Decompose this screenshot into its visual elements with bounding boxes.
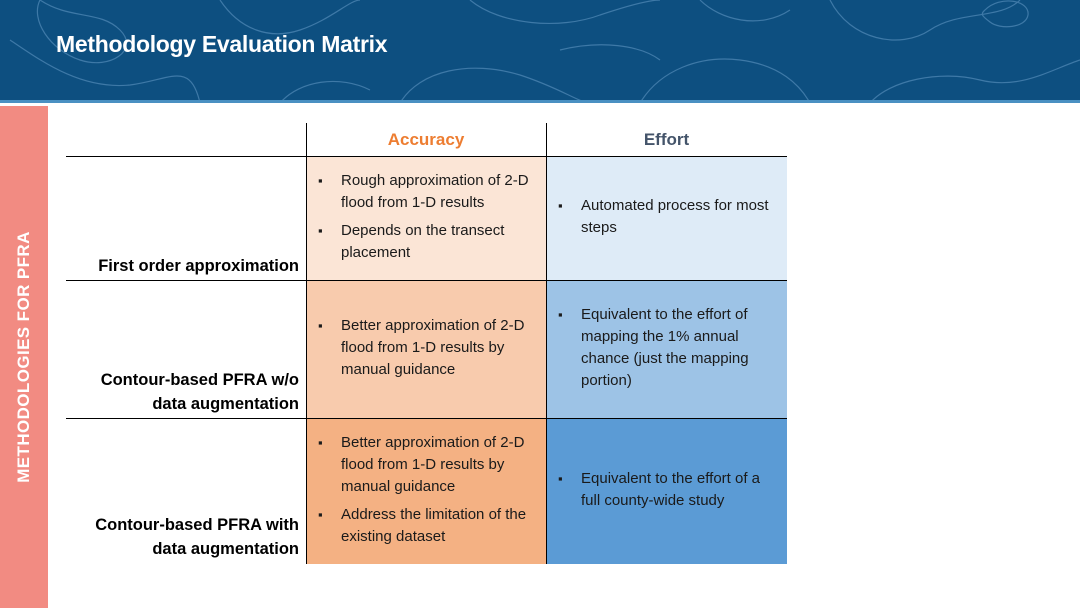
list-item: Better approximation of 2-D flood from 1… (315, 432, 540, 498)
side-label: METHODOLOGIES FOR PFRA (14, 231, 33, 483)
accuracy-cell-contour-without: Better approximation of 2-D flood from 1… (307, 281, 546, 418)
slide-title: Methodology Evaluation Matrix (56, 31, 388, 57)
accuracy-column-header: Accuracy (387, 129, 465, 149)
list-item: Automated process for most steps (555, 195, 781, 239)
list-item: Depends on the transect placement (315, 220, 540, 264)
topographic-pattern (9, 0, 1080, 100)
row-label-contour-without: Contour-based PFRA w/o data augmentation (100, 371, 299, 413)
divider-horizontal-header (66, 156, 787, 157)
row-label-contour-with: Contour-based PFRA with data augmentatio… (95, 516, 299, 558)
accuracy-cell-first-order: Rough approximation of 2-D flood from 1-… (307, 157, 546, 280)
list-item: Better approximation of 2-D flood from 1… (315, 315, 540, 381)
effort-cell-contour-with: Equivalent to the effort of a full count… (547, 419, 787, 564)
divider-horizontal-1 (66, 280, 787, 281)
title-banner: Methodology Evaluation Matrix (0, 0, 1080, 103)
divider-horizontal-2 (66, 418, 787, 419)
divider-vertical-2 (546, 123, 547, 564)
effort-cell-first-order: Automated process for most steps (547, 157, 787, 280)
effort-cell-contour-without: Equivalent to the effort of mapping the … (547, 281, 787, 418)
list-item: Rough approximation of 2-D flood from 1-… (315, 170, 540, 214)
list-item: Equivalent to the effort of a full count… (555, 468, 781, 512)
list-item: Address the limitation of the existing d… (315, 504, 540, 548)
accuracy-cell-contour-with: Better approximation of 2-D flood from 1… (307, 419, 546, 564)
effort-column-header: Effort (643, 129, 690, 149)
divider-vertical-1 (306, 123, 307, 564)
list-item: Equivalent to the effort of mapping the … (555, 304, 781, 392)
side-band (0, 106, 48, 608)
row-label-first-order: First order approximation (98, 257, 299, 275)
